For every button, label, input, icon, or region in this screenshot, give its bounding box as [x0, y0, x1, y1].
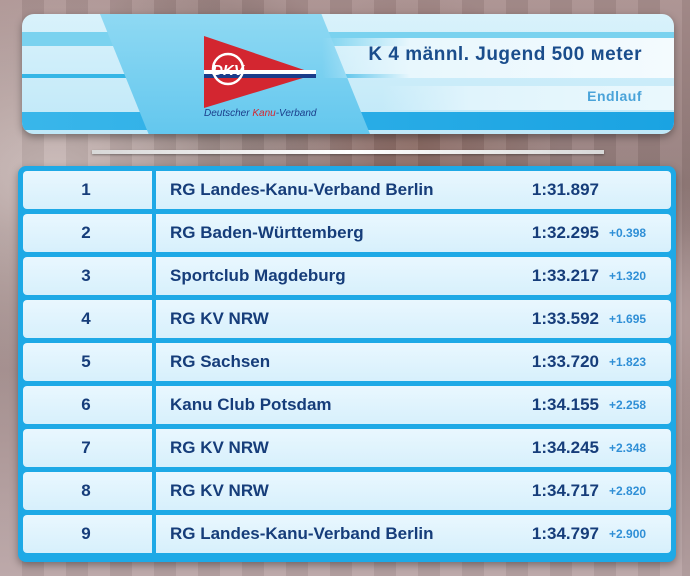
time-difference-cell: +2.348 [609, 441, 647, 455]
time-cell: 1:34.155 [531, 395, 599, 414]
rank-cell: 4 [81, 309, 91, 328]
rank-cell: 9 [81, 524, 91, 543]
graphic-header: DKV Deutscher Kanu-Verband K 4 männl. Ju… [22, 14, 674, 134]
time-difference-cell [609, 171, 659, 209]
club-name-cell: RG KV NRW [170, 438, 269, 457]
time-difference-cell: +2.820 [609, 484, 647, 498]
time-cell: 1:32.295 [531, 223, 599, 242]
event-stage: Endlauf [587, 88, 642, 104]
time-cell: 1:33.592 [531, 309, 599, 328]
time-difference-cell: +1.823 [609, 355, 647, 369]
time-difference-cell: +2.900 [609, 527, 647, 541]
club-name-cell: RG KV NRW [170, 309, 269, 328]
time-cell: 1:34.245 [531, 438, 599, 457]
event-title: K 4 männl. Jugend 500 мeter [368, 44, 642, 65]
column-separator [152, 515, 156, 553]
rank-cell: 3 [81, 266, 91, 285]
column-separator [152, 257, 156, 295]
column-separator [152, 300, 156, 338]
result-row: 9 RG Landes-Kanu-Verband Berlin 1:34.797 +2… [23, 515, 671, 553]
result-row: 6 Kanu Club Potsdam 1:34.155 +2.258 [23, 386, 671, 424]
result-row: 3 Sportclub Magdeburg 1:33.217 +1.320 [23, 257, 671, 295]
time-cell: 1:33.720 [531, 352, 599, 371]
rank-cell: 5 [81, 352, 91, 371]
title-bar [322, 38, 674, 78]
club-name-cell: Sportclub Magdeburg [170, 266, 346, 285]
club-name-cell: Kanu Club Potsdam [170, 395, 332, 414]
column-separator [152, 214, 156, 252]
time-cell: 1:31.897 [531, 180, 599, 199]
result-row: 1 RG Landes-Kanu-Verband Berlin 1:31.897 [23, 171, 671, 209]
logo-caption: Deutscher Kanu-Verband [204, 108, 317, 119]
rank-cell: 1 [81, 180, 91, 199]
club-name-cell: RG Sachsen [170, 352, 271, 371]
time-difference-cell: +1.695 [609, 312, 647, 326]
column-separator [152, 472, 156, 510]
time-cell: 1:34.797 [531, 524, 599, 543]
time-difference-cell: +0.398 [609, 226, 647, 240]
club-name-cell: RG KV NRW [170, 481, 269, 500]
club-name-cell: RG Baden-Württemberg [170, 223, 364, 242]
subtitle-bar [382, 86, 674, 110]
result-row: 7 RG KV NRW 1:34.245 +2.348 [23, 429, 671, 467]
column-separator [152, 429, 156, 467]
rank-cell: 2 [81, 223, 91, 242]
result-row: 5 RG Sachsen 1:33.720 +1.823 [23, 343, 671, 381]
club-name-cell: RG Landes-Kanu-Verband Berlin [170, 180, 434, 199]
time-difference-cell: +1.320 [609, 269, 647, 283]
time-cell: 1:34.717 [531, 481, 599, 500]
dkv-pennant-logo: DKV [204, 36, 316, 108]
rank-cell: 8 [81, 481, 91, 500]
column-separator [152, 171, 156, 209]
result-row: 4 RG KV NRW 1:33.592 +1.695 [23, 300, 671, 338]
rank-cell: 6 [81, 395, 91, 414]
result-row: 8 RG KV NRW 1:34.717 +2.820 [23, 472, 671, 510]
time-difference-cell: +2.258 [609, 398, 647, 412]
column-separator [152, 343, 156, 381]
rank-cell: 7 [81, 438, 91, 457]
logo-flag-text: DKV [212, 62, 246, 79]
result-row: 2 RG Baden-Württemberg 1:32.295 +0.398 [23, 214, 671, 252]
column-separator [152, 386, 156, 424]
club-name-cell: RG Landes-Kanu-Verband Berlin [170, 524, 434, 543]
results-table: 1 RG Landes-Kanu-Verband Berlin 1:31.897 2 R… [18, 166, 676, 562]
time-cell: 1:33.217 [531, 266, 599, 285]
divider-line [92, 150, 604, 154]
